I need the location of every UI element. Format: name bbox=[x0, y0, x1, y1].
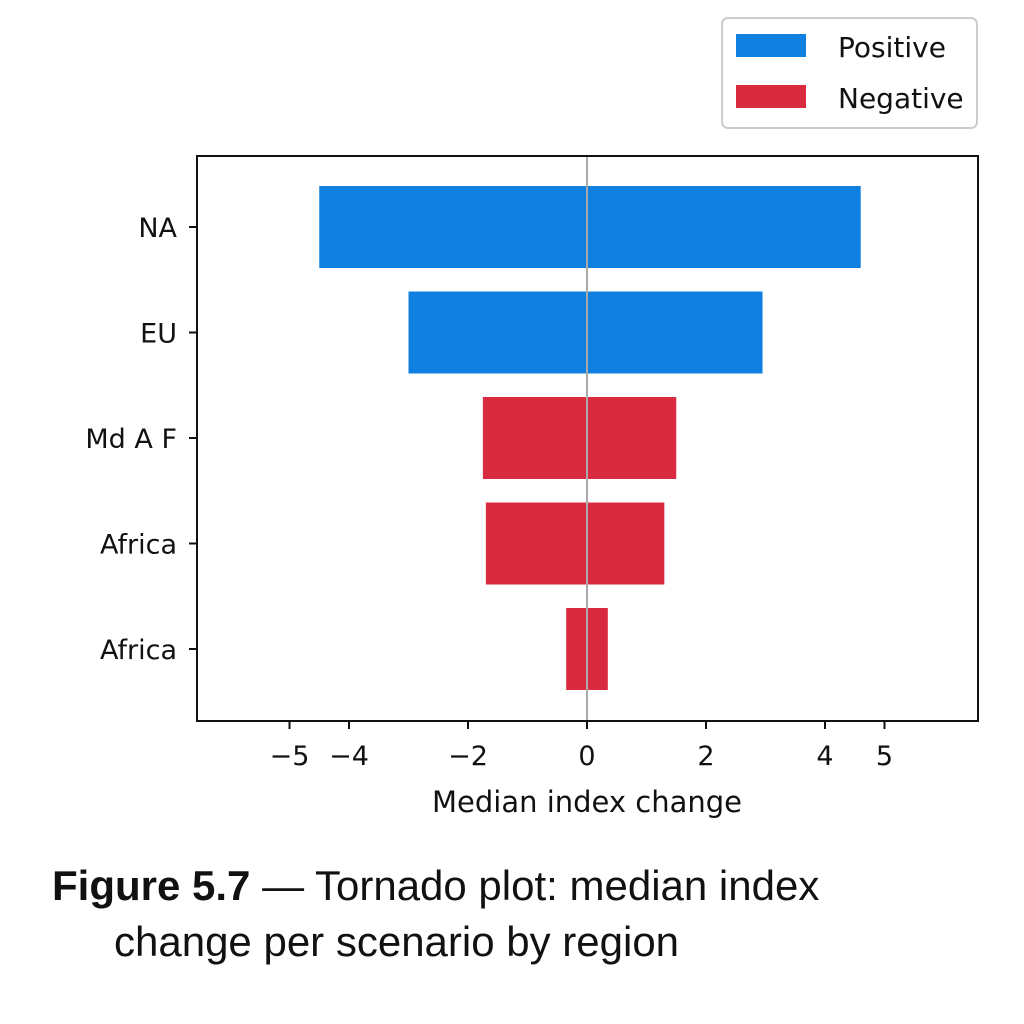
x-tick-label: −4 bbox=[329, 741, 369, 772]
y-tick-label: Md A F bbox=[85, 424, 177, 455]
legend: Positive Negative bbox=[721, 17, 978, 129]
legend-label-positive: Positive bbox=[838, 31, 946, 64]
bar-positive-0 bbox=[319, 186, 861, 268]
x-tick-label: −5 bbox=[270, 741, 310, 772]
caption-line-1: — Tornado plot: median index bbox=[250, 862, 820, 909]
figure-caption: Figure 5.7 — Tornado plot: median index … bbox=[52, 858, 952, 970]
y-tick-label: NA bbox=[138, 213, 177, 244]
bars bbox=[319, 186, 861, 690]
figure-number: Figure 5.7 bbox=[52, 862, 251, 909]
x-tick-label: 5 bbox=[876, 741, 893, 772]
x-tick-label: 4 bbox=[816, 741, 833, 772]
bar-negative-2 bbox=[482, 397, 677, 479]
legend-label-negative: Negative bbox=[838, 82, 964, 115]
y-tick-label: EU bbox=[140, 319, 177, 350]
legend-swatch-positive bbox=[736, 34, 806, 57]
y-axis: NA EU Md A F Africa Africa bbox=[85, 213, 197, 666]
x-axis: −5 −4 −2 0 2 4 5 bbox=[270, 721, 893, 772]
bar-negative-3 bbox=[485, 502, 665, 585]
x-axis-title: Median index change bbox=[432, 785, 742, 819]
y-tick-label: Africa bbox=[100, 635, 177, 666]
bar-positive-1 bbox=[408, 291, 763, 374]
x-tick-label: −2 bbox=[448, 741, 488, 772]
legend-swatch-negative bbox=[736, 85, 806, 108]
caption-line-2: change per scenario by region bbox=[114, 918, 680, 965]
x-tick-label: 0 bbox=[578, 741, 595, 772]
y-tick-label: Africa bbox=[100, 530, 177, 561]
x-tick-label: 2 bbox=[697, 741, 714, 772]
